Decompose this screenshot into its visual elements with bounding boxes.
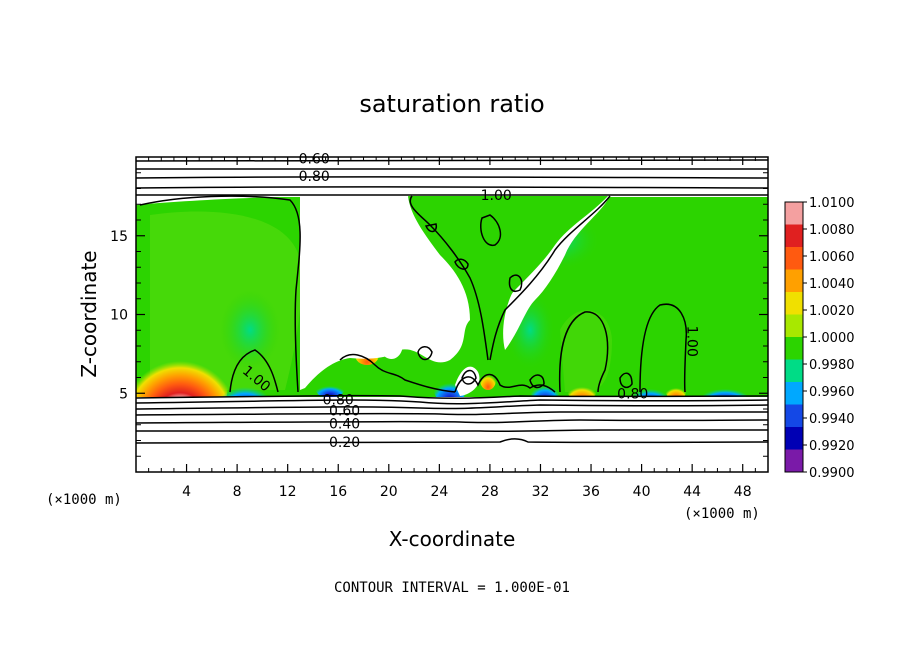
- x-tick-label: 32: [532, 484, 550, 500]
- x-unit-label-right: (×1000 m): [684, 506, 760, 522]
- x-tick-label: 28: [481, 484, 499, 500]
- x-tick-label: 40: [633, 484, 651, 500]
- colorbar-tick-label: 1.0020: [809, 304, 855, 319]
- contour-line: [480, 214, 502, 246]
- x-tick-label: 20: [380, 484, 398, 500]
- x-ticks: 4 8 12 16 20 24 28 32 36 40 44 48: [148, 157, 756, 500]
- contour-line: [136, 419, 768, 424]
- contour-line: [136, 429, 768, 433]
- contour-line: [136, 186, 768, 189]
- contour-label: 1.00: [481, 188, 512, 204]
- contour-lines: [136, 158, 768, 444]
- y-tick-label: 5: [119, 386, 128, 402]
- dry-gap: [136, 397, 768, 472]
- colorbar: 1.0100 1.0080 1.0060 1.0040 1.0020 1.0000 0.99…: [784, 196, 855, 481]
- cloud-field: [430, 196, 608, 360]
- cloud-interior-light: [560, 310, 612, 392]
- colorbar-swatch: [785, 404, 803, 428]
- colorbar-tick-label: 0.9900: [809, 466, 855, 481]
- contour-label: 0.60: [329, 404, 360, 420]
- warm-spot: [480, 370, 496, 390]
- colorbar-tick-label: 0.9960: [809, 385, 855, 400]
- colorbar-tick-label: 1.0060: [809, 250, 855, 265]
- y-axis-label: Z-coordinate: [77, 250, 101, 377]
- colorbar-swatch: [785, 224, 803, 248]
- y-tick-label: 15: [110, 229, 128, 245]
- colorbar-swatch: [785, 247, 803, 270]
- colorbar-tick-label: 1.0100: [809, 196, 855, 211]
- x-tick-label: 48: [734, 484, 752, 500]
- colorbar-tick-label: 1.0000: [809, 331, 855, 346]
- contour-line: [489, 195, 611, 361]
- contour-line: [139, 195, 301, 393]
- colorbar-swatch: [785, 292, 803, 315]
- contour-line: [136, 404, 768, 410]
- contour-line: [136, 176, 768, 179]
- contour-label: 0.80: [323, 393, 354, 409]
- colorbar-swatch: [785, 427, 803, 450]
- dry-gap: [455, 366, 480, 396]
- chart-title: saturation ratio: [359, 90, 544, 118]
- colorbar-tick-label: 1.0080: [809, 223, 855, 238]
- contour-line: [454, 258, 469, 270]
- contour-line: [508, 274, 523, 292]
- x-tick-label: 24: [430, 484, 448, 500]
- contour-label: 0.60: [299, 152, 330, 168]
- contour-line: [136, 193, 768, 196]
- x-tick-label: 12: [279, 484, 297, 500]
- y-tick-label: 10: [110, 308, 128, 324]
- subsaturation-spot: [316, 382, 344, 398]
- contour-line: [619, 372, 633, 389]
- x-tick-label: 36: [582, 484, 600, 500]
- contour-label: 1.00: [684, 326, 700, 357]
- contour-line: [136, 394, 768, 400]
- contour-label: 0.80: [299, 169, 330, 185]
- contour-line: [136, 399, 768, 405]
- contour-line: [409, 195, 489, 361]
- colorbar-tick-label: 0.9980: [809, 358, 855, 373]
- colorbar-swatch: [785, 314, 803, 338]
- contour-line: [229, 349, 279, 393]
- contour-label: 0.80: [617, 386, 648, 402]
- contour-line: [136, 167, 768, 170]
- colorbar-tick-label: 0.9920: [809, 439, 855, 454]
- y-ticks: 5 10 15: [110, 172, 768, 457]
- contour-line: [424, 223, 438, 233]
- contour-line: [136, 438, 768, 444]
- colorbar-swatch: [785, 202, 803, 225]
- x-unit-label-left: (×1000 m): [46, 492, 122, 508]
- x-tick-label: 8: [233, 484, 242, 500]
- x-tick-label: 16: [329, 484, 347, 500]
- contour-line: [339, 353, 456, 393]
- x-axis-label: X-coordinate: [389, 527, 516, 551]
- contour-line: [417, 346, 433, 361]
- colorbar-tick-label: 0.9940: [809, 412, 855, 427]
- x-tick-label: 4: [182, 484, 191, 500]
- contour-label: 0.40: [329, 416, 360, 432]
- colorbar-swatch: [785, 359, 803, 383]
- colorbar-swatch: [785, 337, 803, 360]
- cyan-patch: [220, 290, 280, 370]
- contour-line: [454, 373, 556, 393]
- contour-line: [529, 374, 545, 389]
- colorbar-swatch: [785, 449, 803, 473]
- contour-label: 0.20: [329, 435, 360, 451]
- contour-line: [461, 369, 477, 385]
- colorbar-tick-label: 1.0040: [809, 277, 855, 292]
- contour-line: [136, 411, 768, 416]
- contour-line: [558, 311, 609, 393]
- contour-interval-note: CONTOUR INTERVAL = 1.000E-01: [334, 580, 570, 596]
- x-tick-label: 44: [683, 484, 701, 500]
- plot-area: [136, 157, 768, 472]
- dry-gap: [380, 334, 403, 359]
- colorbar-swatch: [785, 382, 803, 405]
- colorbar-swatch: [785, 269, 803, 293]
- contour-line: [639, 303, 688, 393]
- dry-gap: [300, 196, 470, 390]
